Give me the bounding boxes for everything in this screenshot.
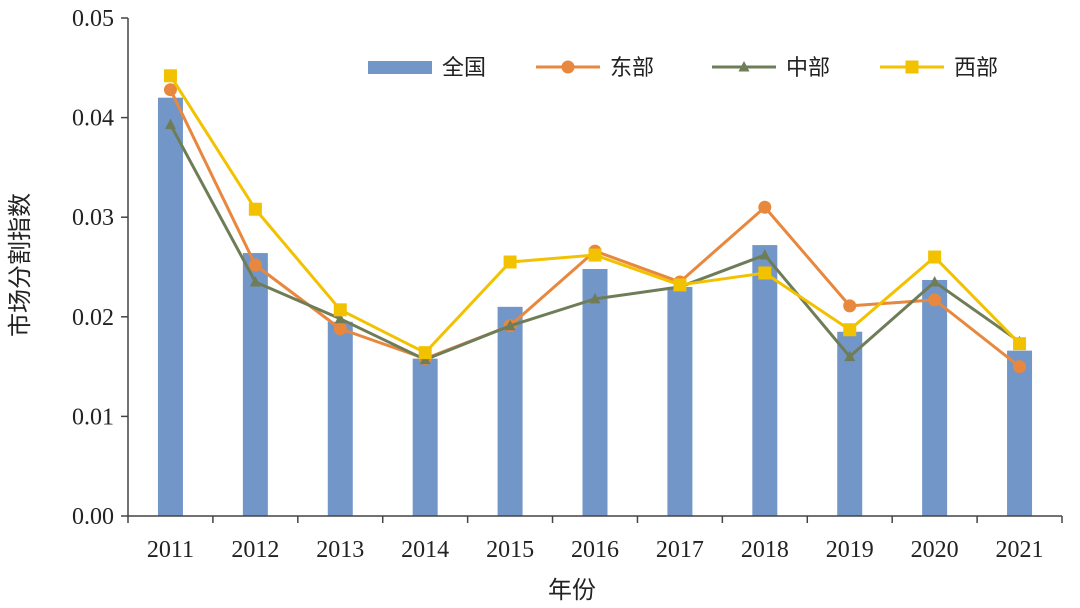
point-西部-2016 (588, 248, 602, 262)
legend-label-西部: 西部 (954, 56, 998, 81)
point-中部-2013 (334, 312, 346, 324)
legend-label-东部: 东部 (610, 56, 654, 81)
bar-2013 (327, 321, 353, 516)
x-tick-label-2021: 2021 (996, 537, 1044, 563)
point-西部-2011 (163, 69, 177, 83)
y-tick-label: 0.05 (72, 6, 114, 32)
x-axis-title: 年份 (548, 576, 596, 604)
point-西部-2021 (1013, 337, 1027, 351)
x-tick-label-2018: 2018 (741, 537, 789, 563)
legend-swatch-全国 (368, 61, 432, 74)
point-西部-2012 (248, 202, 262, 216)
x-tick-label-2016: 2016 (571, 537, 619, 563)
legend-marker-中部 (738, 61, 750, 72)
point-中部-2012 (249, 275, 261, 287)
point-西部-2017 (673, 278, 687, 292)
x-tick-label-2019: 2019 (826, 537, 874, 563)
point-西部-2020 (928, 250, 942, 264)
point-东部-2012 (248, 258, 262, 272)
x-tick-label-2012: 2012 (231, 537, 279, 563)
point-东部-2020 (928, 293, 942, 307)
y-tick-label: 0.03 (72, 205, 114, 231)
x-tick-label-2015: 2015 (486, 537, 534, 563)
x-tick-label-2017: 2017 (656, 537, 704, 563)
bar-2020 (922, 279, 948, 516)
legend-marker-东部 (561, 60, 575, 74)
x-tick-label-2020: 2020 (911, 537, 959, 563)
point-东部-2011 (163, 83, 177, 97)
x-tick-label-2011: 2011 (147, 537, 194, 563)
bar-2019 (837, 331, 863, 516)
bar-2015 (497, 306, 523, 516)
point-东部-2019 (843, 299, 857, 313)
point-中部-2019 (844, 350, 856, 362)
bar-2014 (412, 358, 438, 516)
point-中部-2018 (759, 249, 771, 260)
point-东部-2021 (1013, 360, 1027, 374)
point-西部-2015 (503, 255, 517, 269)
y-tick-label: 0.04 (72, 106, 114, 132)
legend-label-中部: 中部 (786, 56, 830, 81)
point-西部-2019 (843, 323, 857, 337)
bar-2012 (242, 253, 268, 516)
point-中部-2015 (504, 319, 516, 331)
bar-2021 (1007, 350, 1033, 516)
x-tick-label-2014: 2014 (401, 537, 449, 563)
point-西部-2013 (333, 303, 347, 317)
bar-2011 (157, 97, 183, 517)
bar-2017 (667, 286, 693, 516)
x-tick-label-2013: 2013 (316, 537, 364, 563)
point-东部-2018 (758, 200, 772, 214)
y-tick-label: 0.02 (72, 305, 114, 331)
legend-marker-西部 (905, 60, 919, 74)
legend-label-全国: 全国 (442, 56, 486, 81)
y-axis-title: 市场分割指数 (6, 193, 34, 337)
point-西部-2018 (758, 266, 772, 280)
point-中部-2016 (589, 292, 601, 304)
point-中部-2011 (164, 118, 176, 130)
y-tick-label: 0.00 (72, 504, 114, 530)
point-西部-2014 (418, 346, 432, 360)
point-东部-2013 (333, 322, 347, 336)
bar-2016 (582, 268, 608, 516)
y-tick-label: 0.01 (72, 404, 114, 430)
bar-2018 (752, 245, 778, 516)
point-中部-2020 (929, 275, 941, 287)
